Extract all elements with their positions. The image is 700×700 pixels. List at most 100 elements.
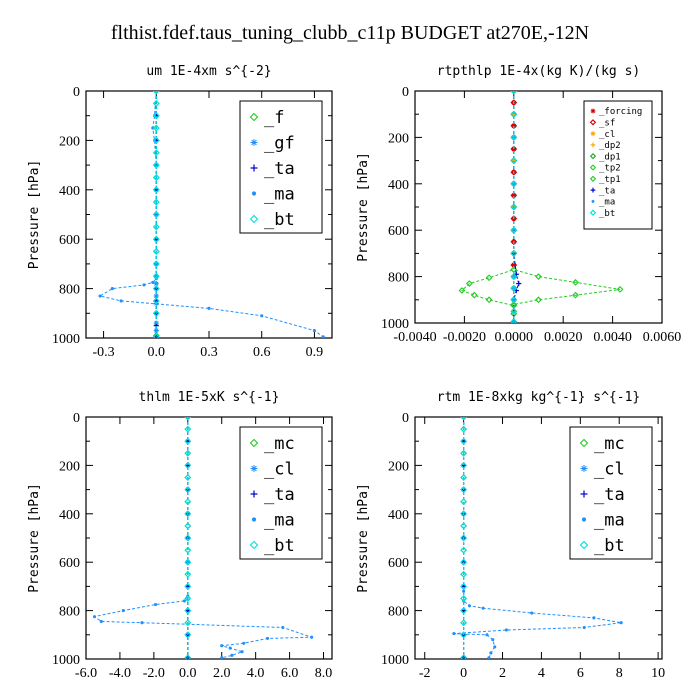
data-point (512, 298, 516, 302)
legend-marker (249, 214, 259, 224)
data-point (184, 558, 192, 566)
legend-label: _cl (264, 459, 295, 479)
x-tick-label: -0.0040 (393, 330, 436, 345)
data-point (510, 99, 518, 106)
legend-marker (249, 112, 259, 122)
x-tick-label: -2 (419, 666, 431, 681)
data-point (121, 609, 125, 613)
data-point (154, 163, 158, 167)
data-point (460, 534, 467, 542)
data-point (184, 619, 192, 627)
x-tick-label: 4 (538, 666, 545, 681)
y-tick-label: 200 (59, 459, 80, 474)
data-point (242, 641, 246, 645)
figure-title: flthist.fdef.taus_tuning_clubb_c11p BUDG… (110, 22, 590, 44)
data-point (462, 589, 466, 593)
data-point (510, 168, 518, 176)
data-point (184, 462, 192, 469)
data-point (152, 149, 160, 157)
data-point (460, 522, 467, 530)
data-point (92, 615, 97, 619)
legend-marker (580, 465, 588, 472)
legend-label: _cl (599, 130, 615, 140)
data-point (152, 235, 160, 243)
data-point (460, 619, 467, 627)
legend: _mc _cl _ta _ma _bt (239, 426, 323, 560)
data-point (489, 651, 493, 655)
legend-label: _ta (264, 485, 295, 505)
data-point (510, 157, 518, 164)
data-point (152, 137, 160, 144)
data-point (99, 619, 103, 624)
data-point (281, 625, 285, 630)
data-point (512, 228, 516, 232)
data-point (152, 333, 160, 338)
data-point (460, 510, 467, 518)
data-point (504, 628, 508, 632)
data-point (458, 287, 466, 294)
x-tick-label: 2 (499, 666, 506, 681)
data-point (485, 633, 489, 637)
data-point (460, 570, 467, 578)
data-point (151, 280, 155, 284)
x-tick-label: 4.0 (247, 666, 265, 681)
y-tick-label: 1000 (381, 653, 409, 668)
data-point (510, 273, 518, 280)
data-point (460, 546, 467, 554)
data-point (184, 486, 192, 493)
x-tick-label: -2.0 (143, 666, 165, 681)
series-line (98, 91, 324, 338)
data-point (530, 611, 534, 615)
y-tick-label: 200 (59, 134, 80, 149)
legend-label: _gf (264, 133, 295, 153)
data-point (582, 625, 586, 630)
data-point (535, 296, 542, 304)
panel-title: rtpthlp 1E-4x(kg K)/(kg s) (437, 64, 641, 79)
series-line (453, 417, 622, 658)
data-point (152, 332, 160, 338)
data-point (485, 274, 493, 282)
legend-label: _tp2 (599, 164, 621, 174)
data-point (184, 522, 192, 530)
y-tick-label: 0 (402, 85, 409, 100)
y-axis-label: Pressure [hPa] (27, 160, 42, 270)
data-point (152, 297, 160, 305)
data-point (184, 631, 192, 639)
y-tick-label: 400 (59, 508, 80, 523)
legend-label: _ta (594, 485, 625, 505)
data-point (152, 91, 160, 95)
data-point (152, 248, 160, 255)
legend-marker (589, 164, 597, 171)
legend-label: _ma (599, 198, 615, 208)
data-point (487, 656, 491, 659)
data-point (460, 417, 467, 421)
data-point (510, 308, 518, 315)
legend-marker (250, 139, 258, 146)
legend-marker (590, 142, 596, 148)
y-tick-label: 0 (73, 411, 80, 426)
data-point (592, 616, 596, 620)
legend-marker (251, 191, 257, 196)
legend-label: _ta (599, 186, 615, 196)
data-point (152, 161, 160, 169)
legend-box (239, 100, 323, 234)
data-point (491, 638, 495, 642)
legend-marker (249, 438, 259, 448)
legend-label: _ma (264, 184, 295, 204)
x-tick-label: 2.0 (213, 666, 231, 681)
data-point (510, 318, 518, 323)
series-line (460, 91, 515, 322)
data-point (485, 296, 493, 304)
data-point (184, 595, 192, 602)
legend: _forcing_sf _cl_dp2_dp1 _tp2_tp1_ta _ma_bt (583, 100, 653, 230)
data-point (207, 306, 211, 310)
y-tick-label: 200 (388, 131, 409, 146)
x-tick-label: 0.0 (148, 345, 166, 360)
y-axis-label: Pressure [hPa] (356, 483, 371, 593)
x-tick-label: -0.0020 (443, 330, 486, 345)
data-point (184, 510, 192, 518)
y-tick-label: 800 (388, 605, 409, 620)
data-point (321, 335, 325, 338)
x-tick-label: 0.9 (306, 345, 324, 360)
panel-title: thlm 1E-5xK s^{-1} (139, 390, 280, 405)
